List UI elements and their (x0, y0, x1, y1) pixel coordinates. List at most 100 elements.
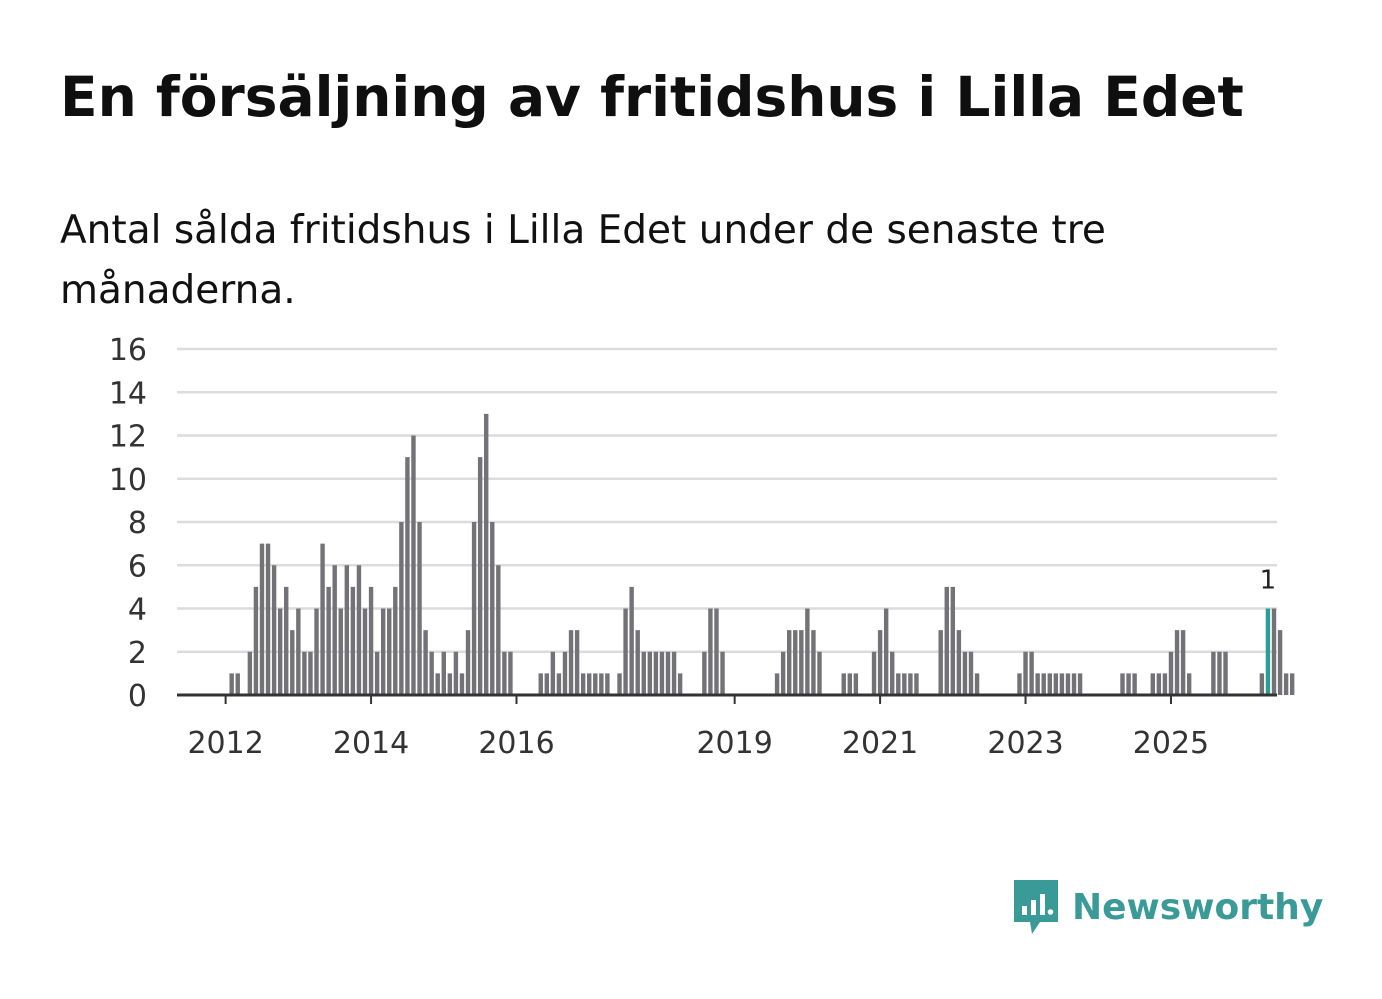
bar (774, 673, 780, 696)
bar (623, 608, 628, 695)
y-tick-label: 14 (109, 376, 147, 411)
bar (556, 673, 562, 696)
bar (441, 651, 446, 695)
bar (1035, 673, 1040, 696)
bar (896, 673, 901, 696)
y-tick-label: 6 (128, 549, 147, 584)
newsworthy-logo-icon (1014, 880, 1058, 934)
bar (247, 651, 253, 695)
bar (356, 565, 362, 695)
bar (308, 651, 313, 695)
bar (1120, 673, 1125, 696)
bar (459, 673, 465, 696)
bar (1071, 673, 1077, 696)
bar (405, 457, 410, 696)
y-axis-ticks: 0 2 4 6 8 10 12 14 16 (109, 333, 147, 714)
bar (641, 651, 646, 695)
bar (1059, 673, 1065, 696)
bar (484, 413, 489, 696)
bar (665, 651, 671, 695)
bar (1126, 673, 1131, 696)
bar (883, 608, 889, 695)
bar (847, 673, 852, 696)
bar (914, 673, 919, 696)
bar (1174, 630, 1180, 696)
bar (877, 630, 883, 696)
bar (1017, 673, 1022, 696)
bar (368, 586, 374, 696)
bar (1047, 673, 1052, 696)
x-tick-label: 2016 (478, 726, 554, 761)
bar (265, 543, 271, 696)
bar (314, 608, 319, 695)
bar (574, 630, 580, 696)
x-tick-label: 2014 (333, 726, 409, 761)
x-tick-label: 2023 (987, 726, 1063, 761)
bar (477, 457, 483, 696)
y-tick-label: 4 (128, 593, 147, 628)
bar (671, 651, 677, 695)
bar (1029, 651, 1034, 695)
chart-annotations: 11 (1257, 563, 1280, 599)
x-tick-label: 2021 (842, 726, 918, 761)
newsworthy-brand: Newsworthy (1010, 876, 1323, 938)
bar (908, 673, 913, 696)
bar (841, 673, 846, 696)
bar (332, 565, 337, 695)
bar (290, 630, 295, 696)
bar (229, 673, 234, 696)
bar (944, 586, 949, 696)
bar (780, 651, 786, 695)
bar (1162, 673, 1168, 696)
data-label-halo: 1 (1260, 566, 1277, 596)
bar (259, 543, 265, 696)
bar (490, 522, 495, 695)
brand-name: Newsworthy (1072, 886, 1324, 928)
bar (423, 630, 428, 696)
bar (235, 673, 240, 696)
bar (817, 651, 822, 695)
bar (617, 673, 622, 696)
y-tick-label: 12 (109, 420, 147, 455)
bar (1156, 673, 1162, 696)
bar (902, 673, 907, 696)
bar (1065, 673, 1071, 696)
bar (471, 522, 477, 695)
bar (453, 651, 459, 695)
bar (580, 673, 586, 696)
bar (1259, 673, 1265, 696)
bar (568, 630, 574, 696)
chart-bars (229, 413, 1295, 696)
bar (1077, 673, 1083, 696)
bar (1271, 608, 1277, 695)
bar (1180, 630, 1186, 696)
bar (465, 630, 471, 696)
bar (629, 586, 634, 696)
x-tick-label: 2019 (696, 726, 772, 761)
bar (387, 608, 392, 695)
bar (417, 522, 422, 695)
y-tick-label: 8 (128, 506, 147, 541)
bar (544, 673, 549, 696)
bar (962, 651, 968, 695)
bar (1132, 673, 1137, 696)
bar (793, 630, 798, 696)
bar (677, 673, 683, 696)
bar (380, 608, 386, 695)
bar (593, 673, 598, 696)
bar (647, 651, 653, 695)
bar (320, 543, 325, 696)
bar (502, 651, 507, 695)
bar (1150, 673, 1155, 696)
bar (496, 565, 501, 695)
chart-subtitle: Antal sålda fritidshus i Lilla Edet unde… (60, 208, 1106, 313)
bar (635, 630, 640, 696)
bar (599, 673, 604, 696)
x-axis-ticks: 2012 2014 2016 2019 2021 2023 2025 (187, 695, 1209, 761)
bar (1289, 673, 1295, 696)
bar (1186, 673, 1192, 696)
bar (938, 630, 943, 696)
bar (338, 608, 343, 695)
bar (344, 565, 350, 695)
